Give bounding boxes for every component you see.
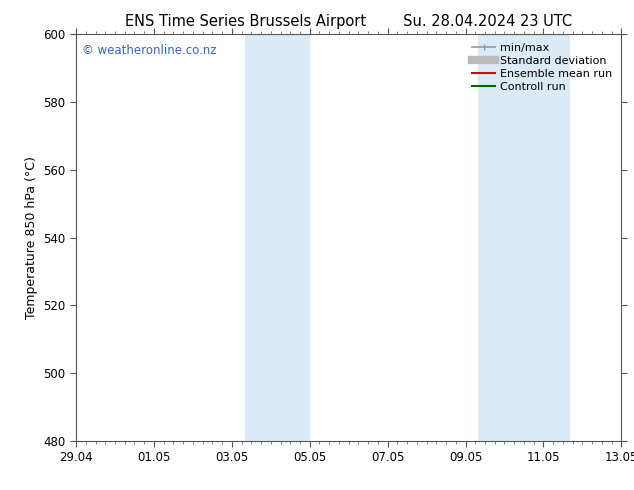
Title: ENS Time Series Brussels Airport        Su. 28.04.2024 23 UTC: ENS Time Series Brussels Airport Su. 28.… — [125, 14, 573, 29]
Text: © weatheronline.co.nz: © weatheronline.co.nz — [82, 45, 216, 57]
Bar — [245, 34, 310, 441]
Y-axis label: Temperature 850 hPa (°C): Temperature 850 hPa (°C) — [25, 156, 38, 319]
Bar — [479, 34, 569, 441]
Legend: min/max, Standard deviation, Ensemble mean run, Controll run: min/max, Standard deviation, Ensemble me… — [469, 40, 616, 95]
